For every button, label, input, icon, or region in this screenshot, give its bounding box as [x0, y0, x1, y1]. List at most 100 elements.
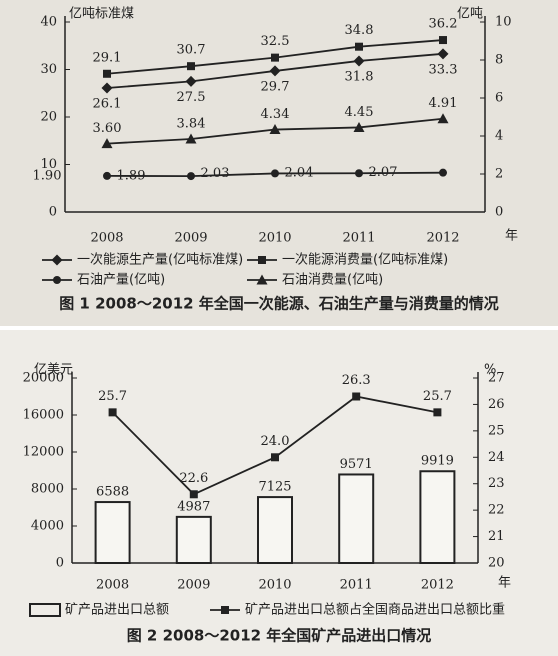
- bar: [94, 501, 131, 565]
- marker: [437, 48, 449, 60]
- marker: [353, 55, 365, 67]
- x-tick-label: 2009: [174, 231, 207, 246]
- legend-swatch: [29, 603, 61, 617]
- value-label: 29.7: [261, 79, 290, 94]
- value-label: 2.04: [285, 166, 314, 181]
- marker: [101, 138, 113, 149]
- legend-label: 石油消费量(亿吨): [282, 273, 383, 288]
- y-axis-label: 亿美元: [34, 363, 73, 378]
- y2-axis-label: %: [484, 363, 496, 378]
- marker: [439, 36, 447, 45]
- marker: [271, 53, 279, 62]
- value-label: 30.7: [177, 43, 206, 58]
- marker: [271, 169, 279, 178]
- marker: [355, 42, 363, 51]
- y-tick-label: 10: [40, 157, 57, 172]
- x-tick-label: 2010: [258, 578, 291, 593]
- y-tick-label: 20000: [23, 371, 64, 386]
- y2-tick-label: 10: [495, 15, 512, 30]
- legend-label: 矿产品进出口总额: [65, 603, 169, 618]
- y-tick-label: 20: [40, 110, 57, 125]
- marker: [103, 69, 111, 78]
- value-label: 26.3: [342, 373, 371, 388]
- y2-tick-label: 0: [495, 205, 503, 220]
- marker: [187, 172, 195, 181]
- x-tick-label: 2011: [342, 231, 375, 246]
- y2-tick-label: 6: [495, 91, 503, 106]
- marker: [108, 408, 117, 417]
- marker: [352, 392, 361, 401]
- y-tick-label: 16000: [23, 408, 64, 423]
- y2-tick-label: 26: [488, 397, 505, 412]
- legend-label: 矿产品进出口总额占全国商品进出口总额比重: [245, 602, 505, 618]
- marker: [355, 169, 363, 178]
- value-label: 7125: [258, 480, 291, 495]
- value-label: 24.0: [261, 434, 290, 449]
- legend-marker: [258, 256, 266, 264]
- value-label: 33.3: [429, 62, 458, 77]
- y2-tick-label: 8: [495, 53, 503, 68]
- marker: [189, 490, 198, 499]
- value-label: 9571: [340, 457, 373, 472]
- value-label: 4.45: [345, 105, 374, 120]
- legend-label: 一次能源消费量(亿吨标准煤): [282, 252, 448, 268]
- y2-tick-label: 24: [488, 450, 505, 465]
- value-label: 25.7: [98, 389, 127, 404]
- y2-tick-label: 4: [495, 129, 503, 144]
- marker: [185, 133, 197, 144]
- marker: [187, 62, 195, 71]
- value-label: 3.60: [93, 121, 122, 136]
- y-tick-label: 8000: [31, 482, 64, 497]
- x-axis-label: 年: [505, 229, 518, 244]
- legend-marker: [221, 606, 229, 614]
- y-tick-label: 4000: [31, 519, 64, 534]
- y2-tick-label: 2: [495, 167, 503, 182]
- marker: [437, 113, 449, 124]
- panel-2: [0, 330, 558, 656]
- value-label: 29.1: [93, 50, 122, 65]
- bar: [419, 470, 456, 564]
- marker: [185, 75, 197, 87]
- value-label: 22.6: [179, 471, 208, 486]
- value-label: 4.91: [429, 96, 458, 111]
- y2-axis-label: 亿吨: [457, 7, 483, 22]
- bar: [338, 473, 375, 565]
- y2-tick-label: 22: [488, 503, 505, 518]
- value-label: 9919: [421, 454, 454, 469]
- x-tick-label: 2012: [426, 231, 459, 246]
- x-axis-label: 年: [498, 576, 511, 591]
- value-label: 2.07: [369, 165, 398, 180]
- y2-tick-label: 21: [488, 529, 505, 544]
- x-tick-label: 2011: [340, 578, 373, 593]
- value-label: 25.7: [423, 389, 452, 404]
- value-label: 1.90: [33, 168, 62, 183]
- legend-marker: [51, 254, 63, 266]
- legend-label: 一次能源生产量(亿吨标准煤): [77, 252, 243, 268]
- x-tick-label: 2010: [258, 231, 291, 246]
- marker: [271, 453, 279, 462]
- y2-tick-label: 25: [488, 423, 505, 438]
- value-label: 1.89: [117, 169, 146, 184]
- marker: [269, 65, 281, 77]
- marker: [101, 82, 113, 94]
- legend-marker: [256, 274, 268, 285]
- value-label: 4.34: [261, 107, 290, 122]
- legend-marker: [53, 276, 61, 284]
- value-label: 3.84: [177, 117, 206, 132]
- y2-tick-label: 20: [488, 556, 505, 571]
- x-tick-label: 2008: [96, 578, 129, 593]
- value-label: 34.8: [345, 23, 374, 38]
- x-tick-label: 2008: [90, 231, 123, 246]
- value-label: 27.5: [177, 90, 206, 105]
- marker: [353, 121, 365, 132]
- bar: [257, 496, 293, 564]
- value-label: 31.8: [345, 69, 374, 84]
- x-tick-label: 2009: [177, 578, 210, 593]
- value-label: 36.2: [429, 17, 458, 32]
- value-label: 4987: [177, 499, 210, 514]
- legend-label: 石油产量(亿吨): [77, 273, 165, 288]
- chart-title: 图 1 2008～2012 年全国一次能源、石油生产量与消费量的情况: [59, 295, 499, 313]
- y-tick-label: 30: [40, 62, 57, 77]
- value-label: 32.5: [261, 34, 290, 49]
